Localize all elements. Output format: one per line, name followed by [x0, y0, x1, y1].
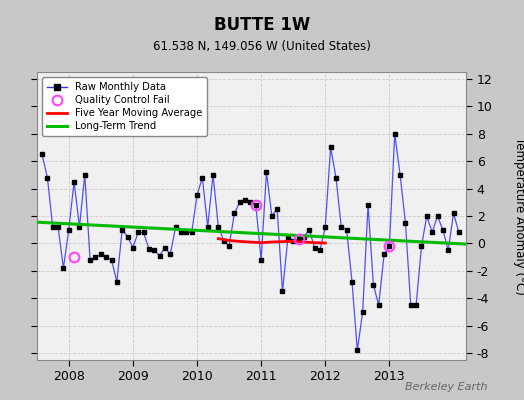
Text: 61.538 N, 149.056 W (United States): 61.538 N, 149.056 W (United States)	[153, 40, 371, 53]
Text: Berkeley Earth: Berkeley Earth	[405, 382, 487, 392]
Legend: Raw Monthly Data, Quality Control Fail, Five Year Moving Average, Long-Term Tren: Raw Monthly Data, Quality Control Fail, …	[42, 77, 207, 136]
Y-axis label: Temperature Anomaly (°C): Temperature Anomaly (°C)	[514, 137, 524, 295]
Text: BUTTE 1W: BUTTE 1W	[214, 16, 310, 34]
